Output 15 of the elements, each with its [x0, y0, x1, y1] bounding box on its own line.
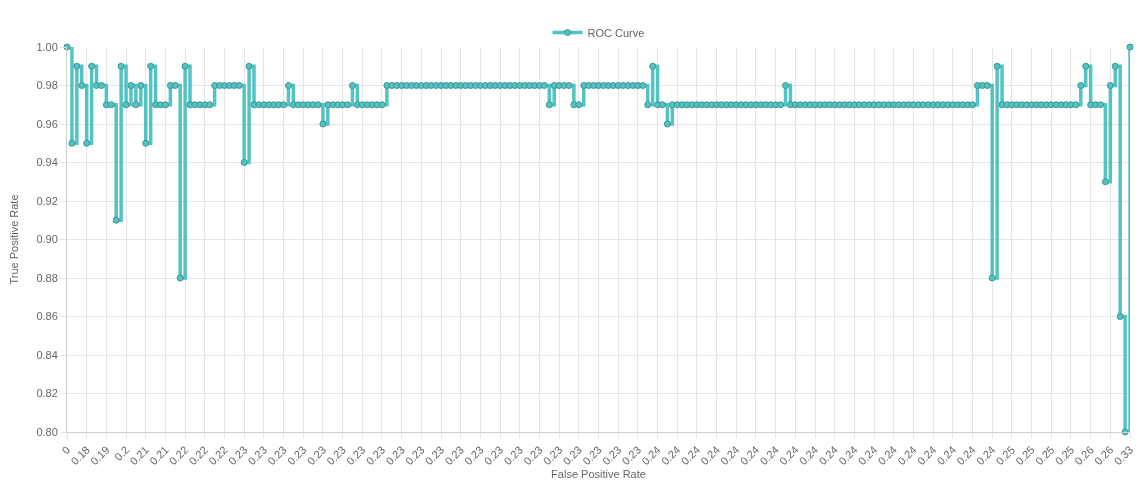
y-tick-label: 0.88 — [36, 271, 58, 284]
y-tick-label: 0.92 — [36, 194, 58, 207]
y-tick-label: 0.80 — [36, 425, 58, 438]
y-tick-label: 0.98 — [36, 79, 58, 92]
y-tick-label: 0.82 — [36, 387, 58, 400]
y-tick-label: 0.84 — [36, 348, 58, 361]
y-tick-label: 1.00 — [36, 40, 58, 53]
y-tick-label: 0.90 — [36, 233, 58, 246]
y-tick-label: 0.86 — [36, 310, 58, 323]
y-tick-label: 0.96 — [36, 117, 58, 130]
x-axis-title: False Positive Rate — [551, 468, 646, 481]
y-tick-label: 0.94 — [36, 156, 58, 169]
x-tick-label: 0 — [59, 443, 73, 457]
y-axis-title: True Positive Rate — [8, 194, 21, 285]
legend-label: ROC Curve — [587, 26, 645, 39]
